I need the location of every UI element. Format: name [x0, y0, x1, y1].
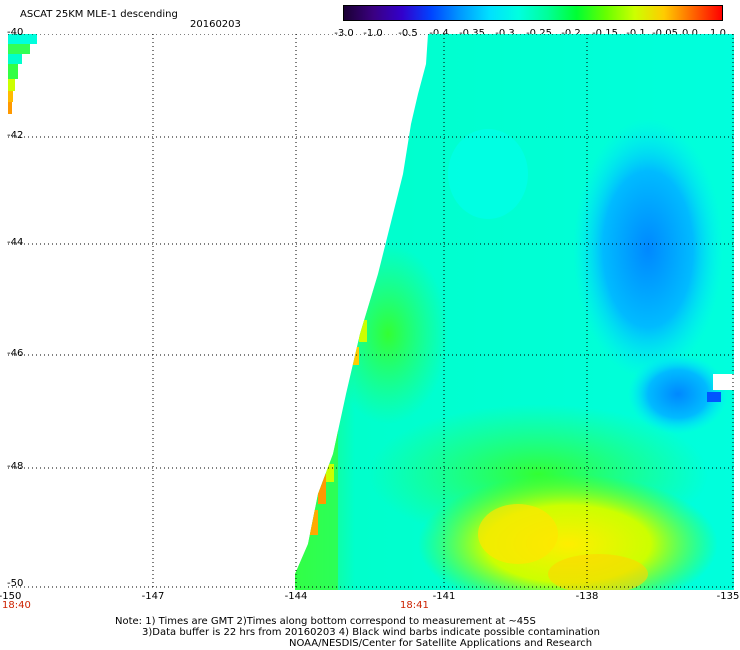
- x-tick-label: -141: [432, 591, 456, 602]
- y-tick-label: -42: [7, 130, 24, 141]
- colorbar-label: 1.0: [710, 28, 726, 39]
- x-tick-label: -144: [284, 591, 308, 602]
- note-line: 3)Data buffer is 22 hrs from 20160203 4)…: [142, 627, 600, 638]
- wind-field-map: [8, 34, 734, 590]
- colorbar-label: -0.4: [429, 28, 449, 39]
- colorbar: [343, 5, 723, 21]
- note-line: Note: 1) Times are GMT 2)Times along bot…: [115, 616, 536, 627]
- swath-data: [295, 34, 734, 590]
- map-grid: [8, 34, 734, 590]
- colorbar-label: 0.0: [682, 28, 698, 39]
- x-tick-label: -135: [716, 591, 740, 602]
- x-tick-label: -150: [0, 591, 22, 602]
- swath-fragment: [8, 34, 37, 114]
- y-tick-label: -48: [7, 461, 24, 472]
- y-tick-label: -40: [7, 27, 24, 38]
- time-label: 18:41: [400, 600, 429, 611]
- y-tick-label: -46: [7, 348, 24, 359]
- y-tick-label: -44: [7, 237, 24, 248]
- x-tick-label: -147: [141, 591, 165, 602]
- colorbar-label: -0.25: [526, 28, 552, 39]
- colorbar-label: -0.2: [561, 28, 581, 39]
- note-line: NOAA/NESDIS/Center for Satellite Applica…: [289, 638, 593, 649]
- x-tick-label: -138: [575, 591, 599, 602]
- y-tick-label: -50: [7, 578, 24, 589]
- map-date: 20160203: [190, 19, 241, 30]
- map-title: ASCAT 25KM MLE-1 descending: [20, 9, 178, 20]
- time-label: 18:40: [2, 600, 31, 611]
